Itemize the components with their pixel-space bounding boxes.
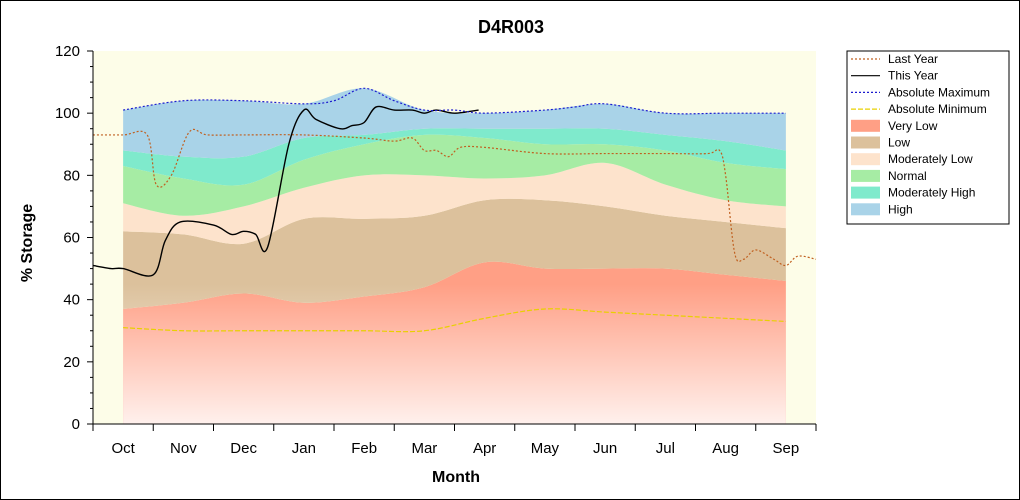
x-tick-label-oct: Oct xyxy=(111,440,135,457)
axes: 0 20 40 60 80 100 120 Oct Nov Dec Jan Feb Mar Apr May J… xyxy=(55,43,817,457)
x-tick-label-apr: Apr xyxy=(473,440,496,457)
legend-label: Absolute Minimum xyxy=(888,102,987,116)
legend-label: Absolute Maximum xyxy=(888,85,990,99)
x-tick-label-nov: Nov xyxy=(170,440,197,457)
band-moderately-low xyxy=(123,162,786,245)
x-tick-label-dec: Dec xyxy=(230,440,257,457)
series-lines xyxy=(92,87,817,333)
x-tick-label-mar: Mar xyxy=(411,440,437,457)
y-tick-label: 20 xyxy=(63,354,80,371)
legend-swatch xyxy=(851,119,880,132)
band-normal xyxy=(123,134,786,216)
y-tick-label: 60 xyxy=(63,230,80,247)
y-tick-label: 80 xyxy=(63,167,80,184)
legend-swatch xyxy=(851,186,880,199)
legend-label: This Year xyxy=(888,69,938,83)
legend-item-this-year: This Year xyxy=(851,69,938,83)
legend-item-moderately-low: Moderately Low xyxy=(851,152,973,166)
y-tick-label: 40 xyxy=(63,292,80,309)
chart-title: D4R003 xyxy=(478,17,544,37)
legend-label: Normal xyxy=(888,169,927,183)
legend-label: Moderately Low xyxy=(888,152,973,166)
y-tick-label: 120 xyxy=(55,43,80,60)
x-axis-title: Month xyxy=(432,469,480,486)
x-tick-label-jul: Jul xyxy=(656,440,675,457)
line-absolute-minimum xyxy=(123,308,786,333)
legend-item-high: High xyxy=(851,202,913,216)
x-tick-label-aug: Aug xyxy=(712,440,739,457)
line-absolute-maximum xyxy=(123,87,786,115)
legend-label: High xyxy=(888,202,913,216)
band-fade-overlay xyxy=(123,284,786,424)
legend-label: Moderately High xyxy=(888,186,975,200)
legend-item-absolute-minimum: Absolute Minimum xyxy=(851,102,987,116)
x-tick-label-jun: Jun xyxy=(593,440,617,457)
legend-label: Very Low xyxy=(888,119,938,133)
legend-label: Low xyxy=(888,136,910,150)
x-tick-label-sep: Sep xyxy=(773,440,800,457)
x-tick-label-may: May xyxy=(531,440,560,457)
legend-item-absolute-maximum: Absolute Maximum xyxy=(851,85,990,99)
band-low xyxy=(123,198,786,309)
band-high xyxy=(123,88,786,159)
y-tick-label: 100 xyxy=(55,105,80,122)
legend-item-very-low: Very Low xyxy=(851,119,938,133)
legend: Last Year This Year Absolute Maximum Absolu… xyxy=(846,50,1010,225)
legend-item-low: Low xyxy=(851,136,910,150)
legend-item-normal: Normal xyxy=(851,169,927,183)
y-axis-title: % Storage xyxy=(19,204,36,282)
legend-swatch xyxy=(851,153,880,166)
legend-item-moderately-high: Moderately High xyxy=(851,186,975,200)
y-tick-label: 0 xyxy=(72,416,80,433)
legend-swatch xyxy=(851,136,880,149)
legend-item-last-year: Last Year xyxy=(851,52,938,66)
legend-swatch xyxy=(851,169,880,182)
x-tick-label-jan: Jan xyxy=(292,440,316,457)
legend-swatch xyxy=(851,203,880,216)
x-tick-label-feb: Feb xyxy=(351,440,377,457)
legend-label: Last Year xyxy=(888,52,938,66)
line-this-year xyxy=(92,105,479,277)
line-last-year xyxy=(93,128,817,267)
